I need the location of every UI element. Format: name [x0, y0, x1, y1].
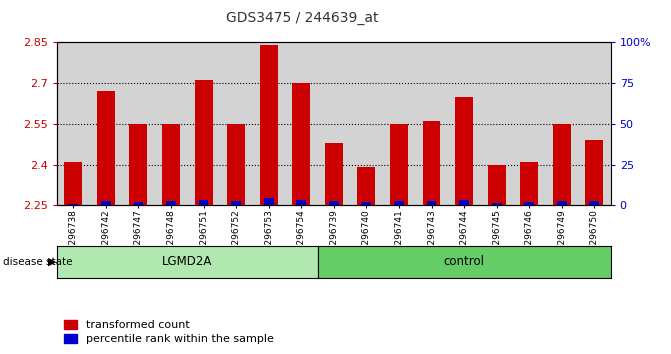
Bar	[492, 203, 501, 205]
Bar	[358, 167, 375, 205]
Bar	[589, 201, 599, 205]
Text: disease state: disease state	[3, 257, 73, 267]
Bar	[390, 124, 408, 205]
Text: control: control	[444, 256, 484, 268]
Bar	[64, 162, 83, 205]
Bar	[166, 201, 176, 205]
Bar	[524, 202, 534, 205]
Bar	[455, 97, 473, 205]
Legend: transformed count, percentile rank within the sample: transformed count, percentile rank withi…	[59, 315, 278, 348]
Bar	[427, 201, 436, 205]
Bar	[362, 202, 371, 205]
Bar	[488, 165, 505, 205]
Bar	[162, 124, 180, 205]
Bar	[297, 200, 306, 205]
Text: ▶: ▶	[48, 257, 57, 267]
Bar	[293, 83, 310, 205]
Bar	[423, 121, 440, 205]
Bar	[459, 200, 469, 205]
Bar	[134, 202, 144, 205]
Bar	[329, 201, 339, 205]
Bar	[227, 124, 245, 205]
Bar	[264, 199, 274, 205]
Bar	[199, 200, 209, 205]
Bar	[325, 143, 343, 205]
Bar	[557, 201, 567, 205]
Bar	[68, 204, 79, 205]
Bar	[195, 80, 213, 205]
Text: LGMD2A: LGMD2A	[162, 256, 213, 268]
Text: GDS3475 / 244639_at: GDS3475 / 244639_at	[225, 11, 378, 25]
Bar	[97, 91, 115, 205]
Bar	[520, 162, 538, 205]
Bar	[260, 45, 278, 205]
Bar	[130, 124, 148, 205]
Bar	[585, 140, 603, 205]
Bar	[101, 201, 111, 205]
Bar	[231, 201, 241, 205]
Bar	[553, 124, 571, 205]
Bar	[394, 201, 404, 205]
